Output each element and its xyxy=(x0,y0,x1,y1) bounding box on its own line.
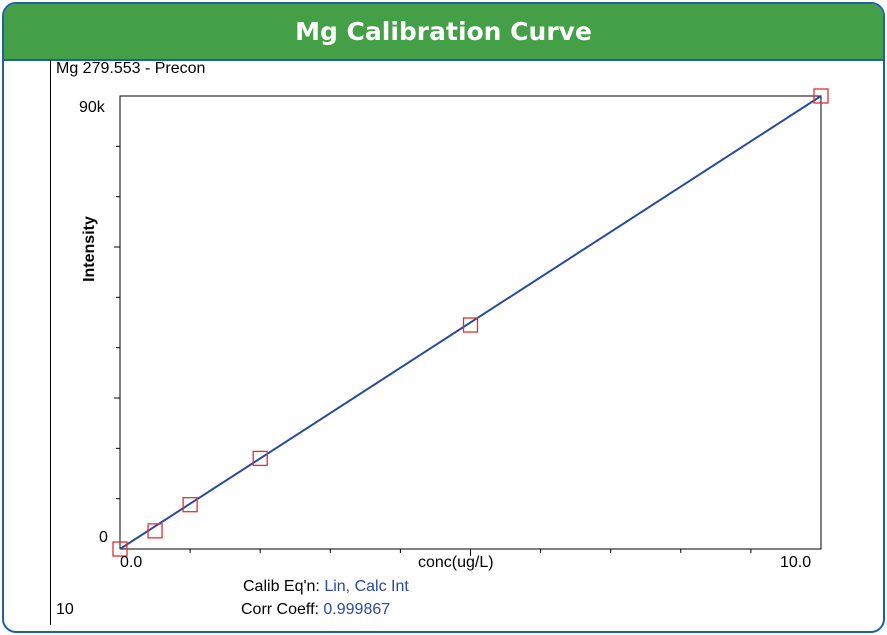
data-point-1 xyxy=(147,523,163,539)
banner-title: Mg Calibration Curve xyxy=(4,4,883,59)
data-point-5 xyxy=(813,88,829,104)
x-tick-label-left: 0.0 xyxy=(120,554,143,571)
x-tick-label-right: 10.0 xyxy=(780,554,812,571)
data-point-0 xyxy=(112,541,128,557)
y-tick-label-top: 90k xyxy=(79,99,105,116)
y-tick-label-bottom: 0 xyxy=(99,529,108,546)
calib-eqn-row: Calib Eq'n: Lin, Calc Int xyxy=(243,578,409,596)
x-axis-label: conc(ug/L) xyxy=(418,554,494,571)
data-point-2 xyxy=(182,497,198,513)
corr-coeff-label: Corr Coeff: xyxy=(241,601,319,618)
y-axis-label: Intensity xyxy=(81,216,98,282)
footer-left-value: 10 xyxy=(56,601,74,618)
chart-title: Mg 279.553 - Precon xyxy=(56,60,206,77)
corr-coeff-row: Corr Coeff: 0.999867 xyxy=(241,601,390,619)
corr-coeff-value: 0.999867 xyxy=(323,601,391,618)
fit-line xyxy=(119,95,822,550)
calib-eqn-label: Calib Eq'n: xyxy=(243,578,320,595)
left-rule xyxy=(50,60,51,625)
data-point-3 xyxy=(252,450,268,467)
calib-eqn-value: Lin, Calc Int xyxy=(324,578,409,595)
banner-divider xyxy=(4,59,883,61)
data-point-4 xyxy=(462,317,479,333)
